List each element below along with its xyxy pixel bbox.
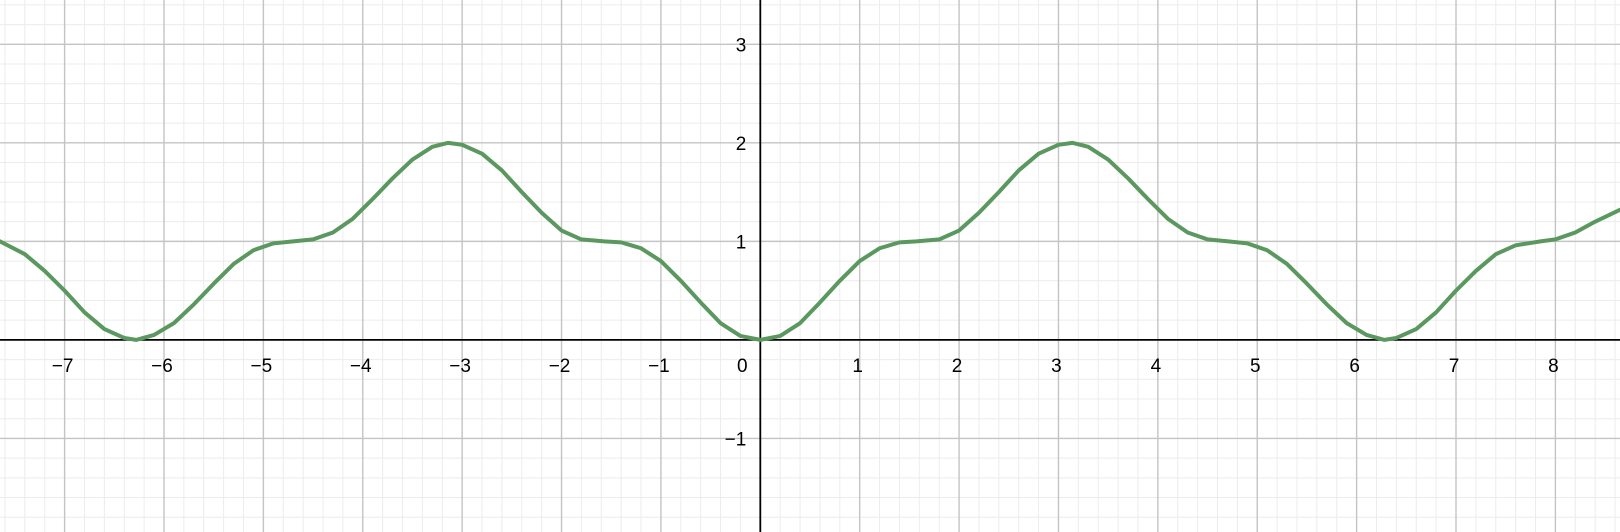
x-tick-label: −3 [449,356,471,377]
y-tick-label: 3 [736,35,747,56]
x-tick-label: 5 [1250,356,1261,377]
x-tick-label: −5 [251,356,273,377]
x-tick-label: 1 [852,356,863,377]
x-tick-label: 3 [1051,356,1062,377]
origin-label: 0 [737,356,748,377]
x-tick-label: −7 [52,356,74,377]
curves [0,140,1620,342]
function-curve [0,140,1620,342]
x-tick-label: −6 [151,356,173,377]
x-tick-labels: −7 −6 −5 −4 −3 −2 −1 1 2 3 4 5 6 7 8 [52,356,1559,377]
x-tick-label: 6 [1349,356,1360,377]
y-tick-labels: −1 1 2 3 [725,35,747,450]
x-tick-label: −1 [648,356,670,377]
y-tick-label: −1 [725,429,747,450]
y-tick-label: 2 [736,134,747,155]
x-tick-label: 8 [1548,356,1559,377]
x-tick-label: −2 [549,356,571,377]
x-tick-label: 7 [1449,356,1460,377]
x-tick-label: 4 [1151,356,1162,377]
x-tick-label: 2 [952,356,963,377]
x-tick-label: −4 [350,356,372,377]
y-tick-label: 1 [736,232,747,253]
